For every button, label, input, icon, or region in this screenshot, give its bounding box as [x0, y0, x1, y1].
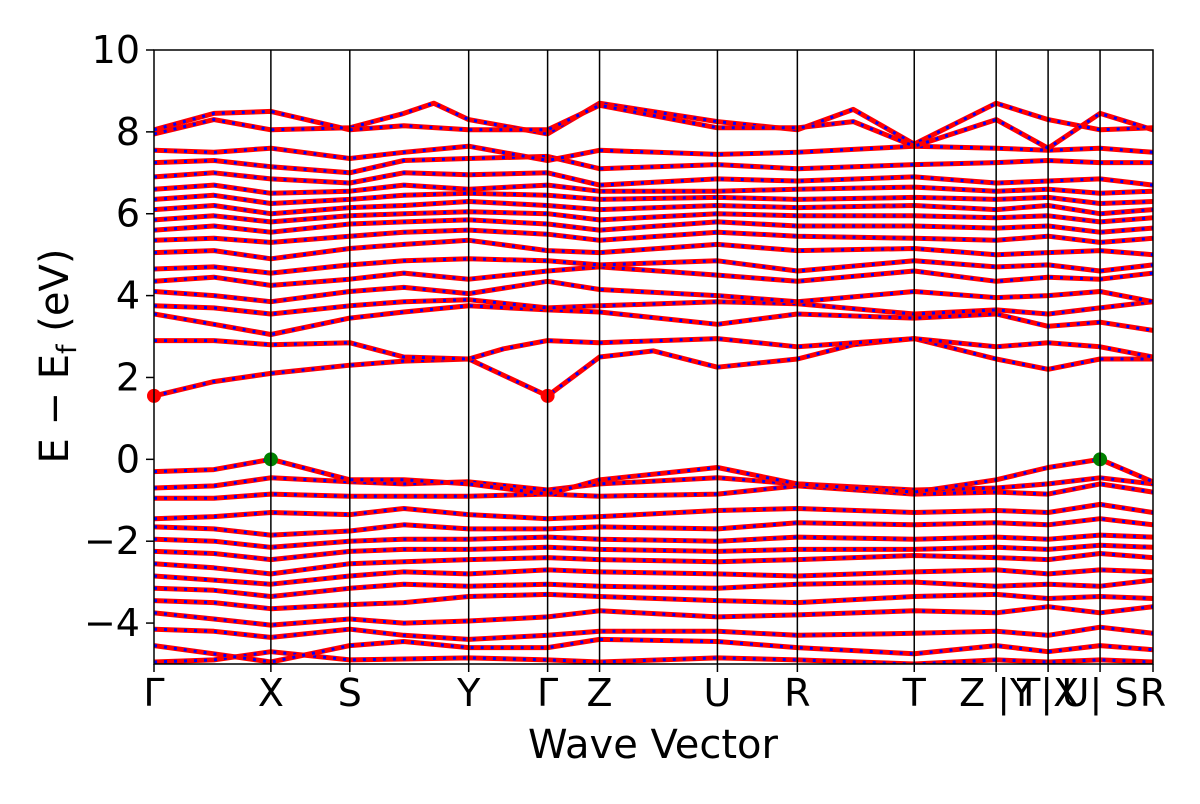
y-axis-label-unit: (eV): [32, 249, 78, 345]
y-tick-label: 2: [116, 355, 140, 399]
y-tick-label: 6: [116, 192, 140, 236]
x-tick-label: Γ: [537, 671, 558, 715]
band-spin-down-1: [154, 637, 1153, 664]
band-spin-down-29: [154, 171, 1153, 187]
band-spin-down-0: [154, 650, 1153, 664]
y-axis-ticks: −4 −2 0 2 4 6 8 10: [84, 28, 154, 645]
y-axis-label-main: E − E: [32, 354, 78, 464]
y-tick-label: −4: [84, 601, 140, 645]
band-spin-down-20: [154, 265, 1153, 287]
x-tick-label: T: [902, 671, 927, 715]
x-tick-label: U| S: [1062, 671, 1139, 716]
x-tick-label: Y: [456, 671, 481, 715]
band-spin-up-33: [154, 102, 1153, 151]
x-tick-label: Z |Y: [959, 671, 1034, 716]
y-tick-label: −2: [84, 519, 140, 563]
band-spin-down-30: [154, 154, 1153, 175]
y-axis-label: E − Ef (eV): [32, 249, 83, 464]
x-tick-label: R: [1140, 671, 1166, 715]
bands-layer: [154, 100, 1153, 664]
x-tick-label: U: [704, 671, 732, 715]
y-tick-label: 8: [116, 110, 140, 154]
y-axis-label-subscript: f: [52, 343, 83, 354]
band-spin-down-31: [154, 144, 1153, 163]
markers-layer: [147, 388, 1108, 467]
y-tick-label: 10: [92, 28, 140, 72]
y-tick-label: 4: [116, 274, 140, 318]
band-spin-up-16: [154, 336, 1153, 362]
x-tick-label: T|X: [1016, 671, 1079, 716]
x-tick-label: S: [338, 671, 362, 715]
band-spin-down-23: [154, 228, 1153, 244]
band-spin-down-32: [154, 101, 1153, 146]
x-tick-label: R: [784, 671, 810, 715]
band-spin-down-15: [154, 337, 1153, 398]
high-symmetry-lines: [270, 50, 1101, 664]
y-tick-label: 0: [116, 437, 140, 481]
x-tick-label: Z: [587, 671, 613, 715]
x-tick-label: X: [258, 671, 284, 715]
x-tick-label: Γ: [143, 671, 164, 715]
plot-frame: [153, 49, 1154, 665]
band-spin-down-19: [154, 279, 1153, 304]
x-axis-label: Wave Vector: [528, 722, 779, 768]
